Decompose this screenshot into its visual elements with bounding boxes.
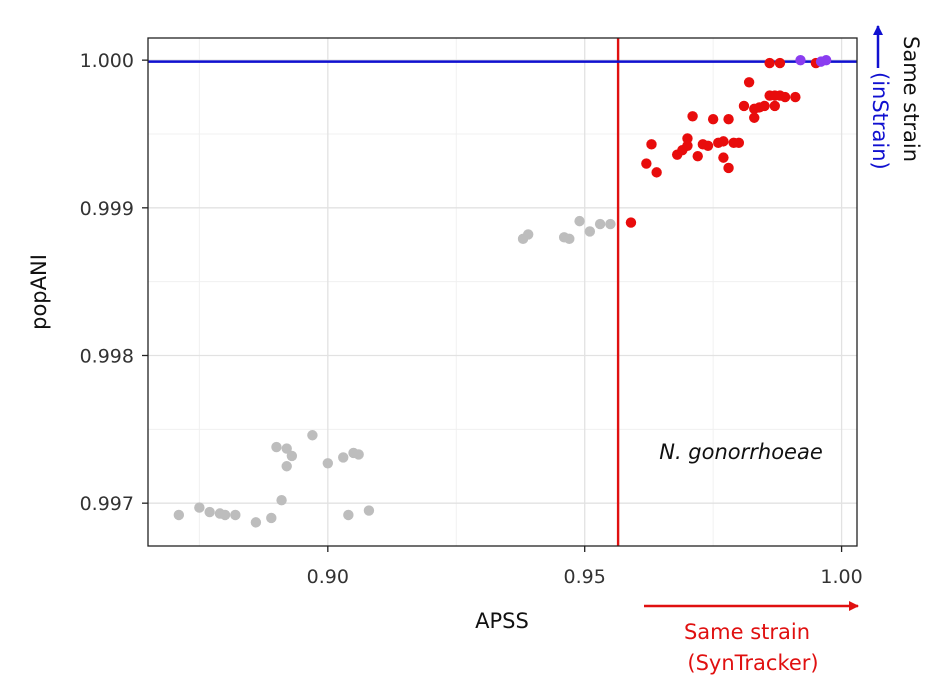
data-point-34 [682,140,693,152]
data-point-9 [276,495,287,506]
data-point-55 [764,57,775,69]
data-point-2 [204,506,215,518]
x-tick-label-0: 0.90 [307,566,349,588]
data-points [173,54,832,528]
y-axis-ticks: 0.997 0.998 0.999 1.000 [80,50,148,515]
x-tick-label-1: 0.95 [564,566,606,588]
data-point-28 [625,217,637,228]
data-point-13 [307,430,318,441]
data-point-49 [743,77,755,88]
data-point-25 [584,226,596,237]
x-axis-title: APSS [475,609,529,633]
data-point-45 [723,162,734,174]
data-point-62 [795,54,806,66]
data-point-15 [338,452,349,463]
data-point-37 [692,150,703,162]
data-point-53 [759,100,770,112]
data-point-4 [219,509,231,521]
data-point-11 [281,461,292,472]
x-axis-ticks: 0.90 0.95 1.00 [307,546,863,588]
data-point-35 [682,133,693,144]
data-point-51 [749,112,760,123]
data-point-26 [594,218,606,230]
data-point-43 [718,152,729,163]
data-point-57 [769,100,780,112]
data-point-31 [651,167,662,178]
data-point-44 [723,114,734,125]
x-tick-label-2: 1.00 [820,566,862,588]
data-point-6 [250,517,262,528]
data-point-39 [702,140,714,152]
plot-frame [147,37,858,547]
data-point-47 [733,137,745,149]
data-point-18 [353,449,364,460]
data-point-21 [522,229,534,240]
data-point-30 [646,139,657,150]
data-point-60 [779,91,791,103]
threshold-lines [148,38,857,546]
data-point-8 [271,441,282,453]
data-point-23 [564,233,575,245]
data-point-36 [687,111,698,122]
data-point-58 [774,57,786,69]
plot-area [148,38,857,546]
data-point-24 [574,215,585,227]
data-point-16 [343,509,354,521]
data-point-0 [173,509,185,521]
y-tick-label-0: 0.997 [80,493,134,515]
data-point-19 [363,505,375,516]
data-point-65 [820,54,832,66]
data-point-48 [738,100,750,112]
data-point-10 [281,443,292,454]
instrain-label-line1: Same strain [899,36,923,162]
data-point-29 [641,158,652,169]
data-point-61 [790,91,801,103]
y-tick-label-1: 0.998 [80,346,134,368]
y-tick-label-3: 1.000 [80,50,134,72]
data-point-1 [194,502,205,513]
syntracker-label-line2: (SynTracker) [687,651,818,675]
species-label: N. gonorrhoeae [659,440,823,464]
data-point-5 [230,509,241,521]
instrain-label-line2: (inStrain) [868,72,892,170]
data-point-27 [605,218,616,230]
data-point-12 [286,450,298,462]
data-point-7 [266,512,277,524]
y-tick-label-2: 0.999 [80,198,134,220]
data-point-42 [718,136,729,147]
data-point-40 [707,114,719,125]
y-axis-title: popANI [27,254,51,330]
data-point-14 [322,458,334,469]
syntracker-label-line1: Same strain [684,620,810,644]
